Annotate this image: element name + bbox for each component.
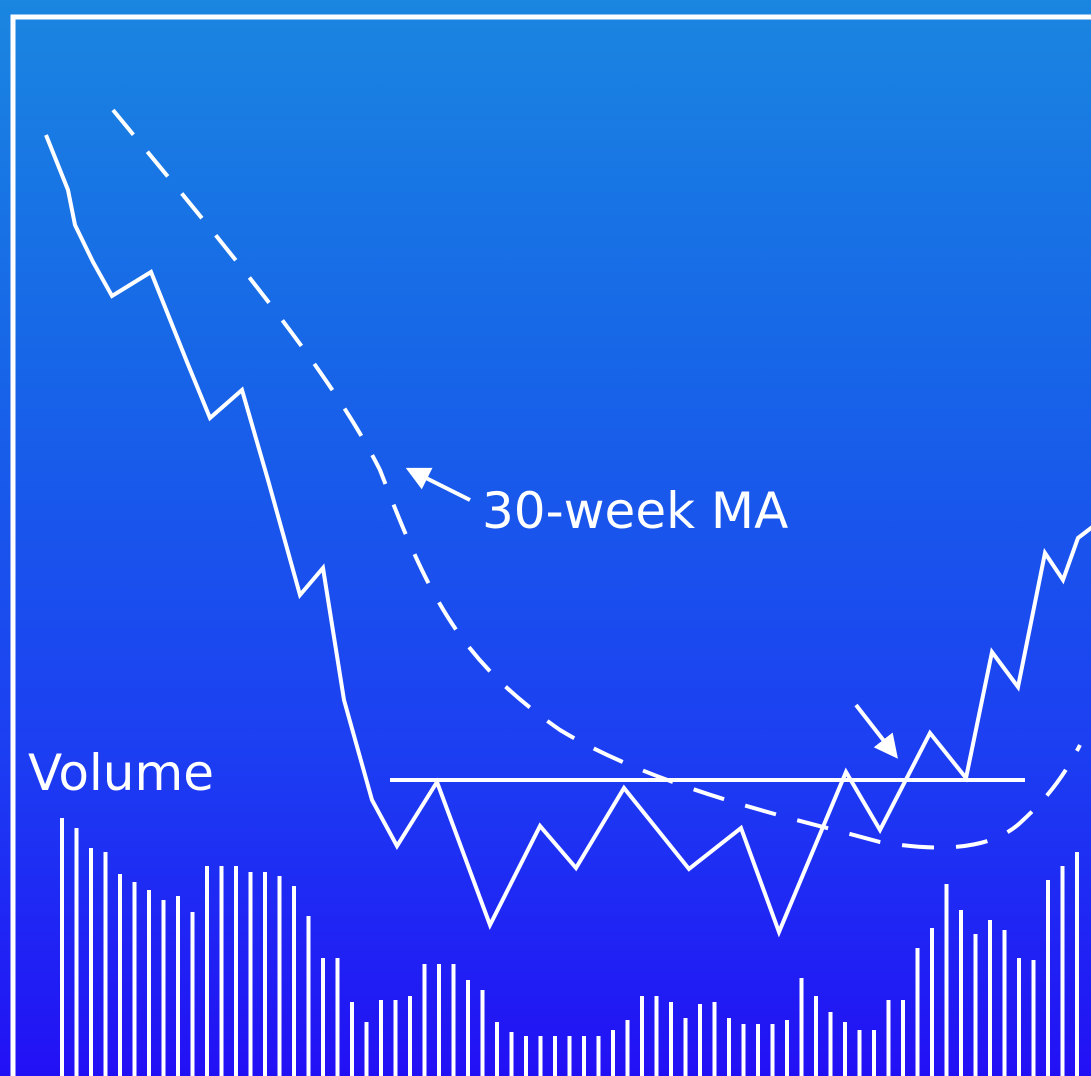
volume-bar (190, 912, 195, 1076)
volume-bar (147, 890, 151, 1076)
volume-bar (886, 1000, 891, 1076)
volume-bar (669, 1002, 673, 1076)
volume-bars (60, 818, 1079, 1076)
volume-bar (828, 1012, 833, 1076)
volume-bar (1031, 960, 1036, 1076)
volume-bar (524, 1036, 528, 1076)
volume-bar (393, 1000, 398, 1076)
volume-bar (538, 1036, 543, 1076)
volume-bar (712, 1002, 717, 1076)
volume-bar (379, 1000, 383, 1076)
volume-bar (596, 1036, 601, 1076)
volume-label: Volume (28, 744, 214, 802)
volume-bar (799, 978, 804, 1076)
volume-bar (495, 1022, 499, 1076)
volume-bar (698, 1004, 702, 1076)
volume-bar (843, 1022, 847, 1076)
volume-bar (306, 916, 311, 1076)
volume-bar (1017, 958, 1021, 1076)
volume-bar (944, 884, 949, 1076)
volume-bar (205, 866, 209, 1076)
volume-bar (480, 990, 485, 1076)
volume-bar (727, 1018, 731, 1076)
volume-bar (1002, 930, 1007, 1076)
volume-bar (263, 872, 267, 1076)
volume-bar (234, 866, 238, 1076)
volume-bar (364, 1022, 369, 1076)
volume-bar (770, 1024, 775, 1076)
breakout-arrow (854, 703, 898, 759)
ma-label: 30-week MA (482, 482, 788, 540)
volume-bar (640, 996, 644, 1076)
volume-bar (219, 866, 224, 1076)
price-line (44, 134, 1091, 938)
volume-bar (103, 852, 108, 1076)
volume-bar (1075, 852, 1079, 1076)
volume-bar (553, 1036, 557, 1076)
volume-bar (451, 964, 456, 1076)
volume-bar (422, 964, 427, 1076)
volume-bar (814, 996, 818, 1076)
volume-bar (1046, 880, 1050, 1076)
volume-bar (335, 958, 340, 1076)
volume-bar (176, 896, 180, 1076)
volume-bar (973, 934, 978, 1076)
volume-bar (466, 980, 470, 1076)
volume-bar (437, 964, 441, 1076)
volume-bar (132, 882, 137, 1076)
volume-bar (321, 958, 325, 1076)
volume-bar (509, 1032, 514, 1076)
volume-bar (915, 948, 920, 1076)
volume-bar (408, 996, 412, 1076)
volume-bar (582, 1036, 586, 1076)
volume-bar (118, 874, 122, 1076)
ma-annotation-arrow (405, 467, 471, 502)
volume-bar (683, 1018, 688, 1076)
volume-bar (625, 1020, 630, 1076)
volume-bar (988, 920, 992, 1076)
volume-bar (756, 1024, 760, 1076)
moving-average-line (111, 108, 1082, 850)
volume-bar (857, 1030, 862, 1076)
volume-bar (785, 1020, 789, 1076)
volume-bar (74, 828, 79, 1076)
volume-bar (60, 818, 64, 1076)
volume-bar (567, 1036, 572, 1076)
volume-bar (959, 910, 963, 1076)
volume-bar (292, 886, 296, 1076)
volume-bar (89, 848, 93, 1076)
volume-bar (350, 1002, 354, 1076)
diagram-frame (10, 14, 1091, 1076)
volume-bar (741, 1024, 746, 1076)
volume-bar (248, 872, 253, 1076)
volume-bar (611, 1030, 615, 1076)
volume-bar (901, 1000, 905, 1076)
volume-bar (930, 928, 934, 1076)
volume-bar (654, 996, 659, 1076)
volume-bar (161, 900, 166, 1076)
volume-bar (277, 876, 282, 1076)
volume-bar (1060, 866, 1065, 1076)
volume-bar (872, 1030, 876, 1076)
